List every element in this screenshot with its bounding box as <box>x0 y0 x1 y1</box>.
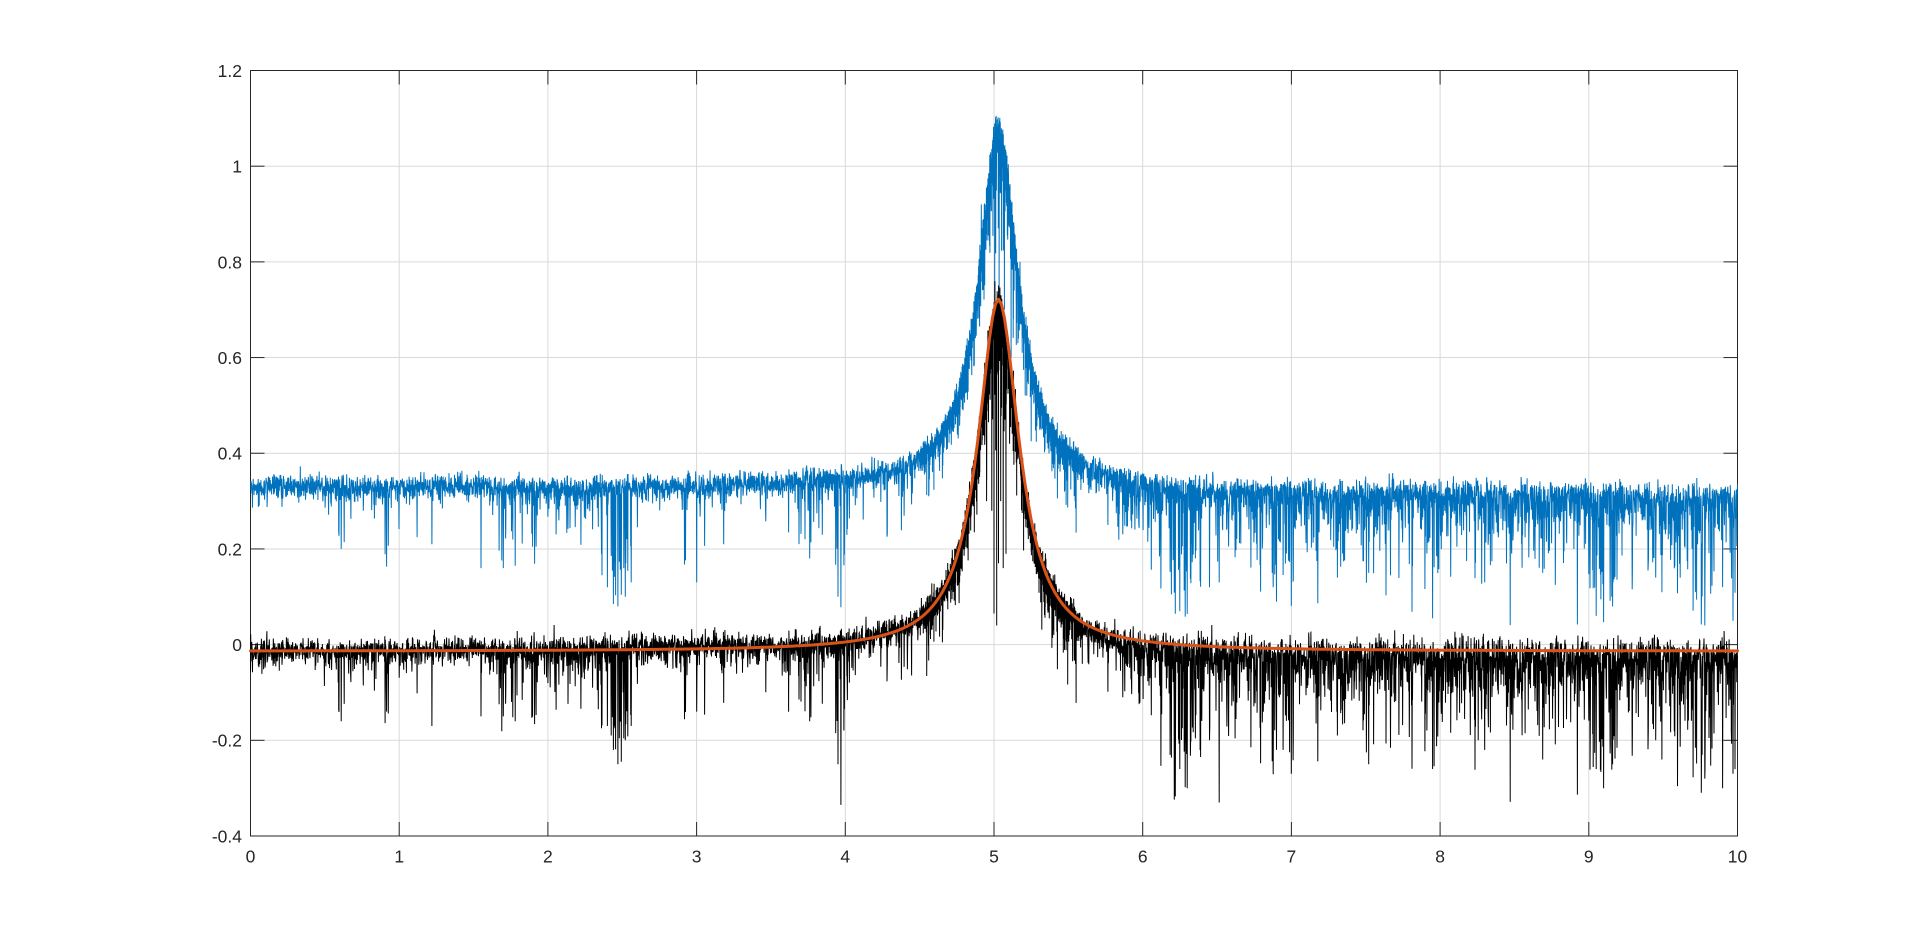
svg-text:6: 6 <box>1138 846 1148 866</box>
svg-text:9: 9 <box>1584 846 1594 866</box>
svg-text:3: 3 <box>692 846 702 866</box>
svg-text:1: 1 <box>232 157 242 177</box>
svg-text:8: 8 <box>1435 846 1445 866</box>
svg-text:1.2: 1.2 <box>218 61 242 81</box>
svg-text:7: 7 <box>1287 846 1297 866</box>
svg-text:0.8: 0.8 <box>218 252 242 272</box>
svg-text:2: 2 <box>543 846 553 866</box>
svg-text:0: 0 <box>246 846 256 866</box>
svg-text:5: 5 <box>989 846 999 866</box>
svg-text:1: 1 <box>394 846 404 866</box>
svg-text:0.2: 0.2 <box>218 539 242 559</box>
svg-text:-0.4: -0.4 <box>212 826 242 846</box>
svg-text:4: 4 <box>840 846 850 866</box>
svg-text:0.4: 0.4 <box>218 444 243 464</box>
svg-text:0.6: 0.6 <box>218 348 242 368</box>
svg-text:10: 10 <box>1728 846 1748 866</box>
svg-text:-0.2: -0.2 <box>212 731 242 751</box>
svg-text:0: 0 <box>232 635 242 655</box>
